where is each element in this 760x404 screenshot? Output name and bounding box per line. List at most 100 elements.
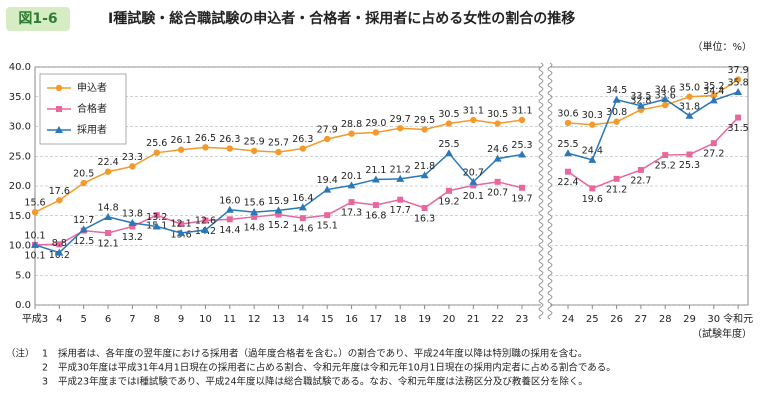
marker	[565, 168, 571, 175]
data-label: 20.1	[463, 191, 484, 202]
data-label: 26.3	[292, 134, 313, 145]
marker	[637, 166, 644, 173]
data-label: 14.8	[97, 202, 118, 213]
marker	[129, 163, 136, 170]
marker	[226, 216, 233, 223]
data-label: 20.7	[487, 187, 508, 198]
marker	[518, 116, 526, 124]
note-number: 1	[42, 349, 48, 360]
data-label: 10.1	[24, 250, 45, 261]
data-label: 30.5	[487, 109, 508, 120]
x-tick-label: 12	[248, 314, 261, 325]
data-label: 35.8	[728, 77, 749, 88]
marker	[613, 175, 620, 182]
data-label: 12.6	[195, 216, 216, 227]
data-label: 15.6	[244, 198, 265, 209]
marker	[589, 121, 596, 128]
data-label: 17.6	[49, 186, 70, 197]
data-label: 32.8	[630, 95, 651, 106]
marker	[153, 212, 160, 219]
data-label: 16.8	[365, 211, 386, 222]
marker	[348, 130, 355, 137]
data-label: 27.2	[703, 149, 724, 160]
series-line	[567, 78, 739, 126]
marker	[397, 125, 404, 132]
marker	[470, 182, 477, 189]
data-label: 12.7	[73, 215, 94, 226]
data-label: 14.4	[219, 225, 240, 236]
marker	[298, 203, 307, 211]
marker	[686, 93, 693, 100]
data-label: 19.6	[582, 194, 603, 205]
marker	[686, 151, 693, 158]
marker	[735, 114, 742, 121]
data-label: 14.8	[244, 222, 265, 233]
data-label: 29.7	[390, 114, 411, 125]
data-label: 17.3	[341, 208, 362, 219]
marker	[128, 218, 137, 226]
data-label: 26.5	[195, 133, 216, 144]
marker	[347, 181, 356, 189]
marker	[177, 146, 185, 153]
data-label: 25.3	[679, 160, 700, 171]
data-label: 12.1	[97, 239, 118, 250]
marker	[324, 135, 331, 143]
data-label: 31.1	[511, 105, 532, 116]
marker	[613, 118, 620, 125]
data-label: 21.2	[606, 184, 627, 195]
x-tick-label: 22	[491, 314, 504, 325]
data-label: 35.2	[703, 81, 724, 92]
data-label: 34.4	[703, 86, 724, 97]
marker	[104, 212, 113, 220]
x-tick-label: 27	[635, 314, 648, 325]
data-label: 21.2	[390, 164, 411, 175]
x-tick-label: 21	[467, 314, 480, 325]
marker	[226, 145, 233, 152]
x-tick-label: 7	[129, 314, 135, 325]
data-label: 12.5	[73, 236, 94, 247]
marker	[371, 175, 380, 183]
x-tick-label: 9	[178, 314, 184, 325]
marker	[31, 208, 39, 216]
data-label: 30.5	[438, 109, 459, 120]
data-label: 20.5	[73, 169, 94, 180]
data-label: 25.2	[655, 161, 676, 172]
data-label: 16.3	[414, 214, 435, 225]
data-label: 15.9	[268, 196, 289, 207]
figure-label: 図1-6	[18, 11, 57, 27]
data-label: 12.1	[171, 219, 192, 230]
marker	[372, 202, 379, 209]
marker	[661, 95, 670, 103]
marker	[397, 196, 404, 203]
x-tick-label: 5	[81, 314, 87, 325]
note-text: 平成30年度は平成31年4月1日現在の採用者に占める割合、令和元年度は令和元年1…	[58, 362, 616, 374]
x-tick-label: 18	[394, 314, 407, 325]
series-line	[567, 91, 739, 161]
marker	[519, 184, 525, 191]
data-label: 15.1	[317, 221, 338, 232]
marker	[153, 149, 160, 156]
data-label: 17.7	[390, 205, 411, 216]
legend-label: 合格者	[77, 102, 107, 115]
marker	[709, 96, 718, 104]
data-label: 8.8	[52, 238, 67, 249]
marker	[177, 229, 186, 237]
marker	[178, 221, 185, 228]
marker	[494, 120, 501, 127]
data-label: 10.1	[24, 230, 45, 241]
marker	[105, 230, 112, 237]
marker	[56, 241, 63, 248]
marker	[518, 150, 526, 158]
marker	[323, 185, 332, 193]
data-label: 29.0	[365, 118, 386, 129]
data-label: 22.4	[97, 157, 118, 168]
data-label: 30.8	[606, 107, 627, 118]
unit: （単位：%）	[692, 40, 752, 53]
data-label: 27.9	[317, 124, 338, 135]
y-tick-label: 5.0	[15, 270, 31, 281]
data-label: 33.5	[630, 91, 651, 102]
marker	[275, 148, 282, 156]
data-label: 25.5	[557, 139, 578, 150]
x-tick-label: 17	[370, 314, 383, 325]
